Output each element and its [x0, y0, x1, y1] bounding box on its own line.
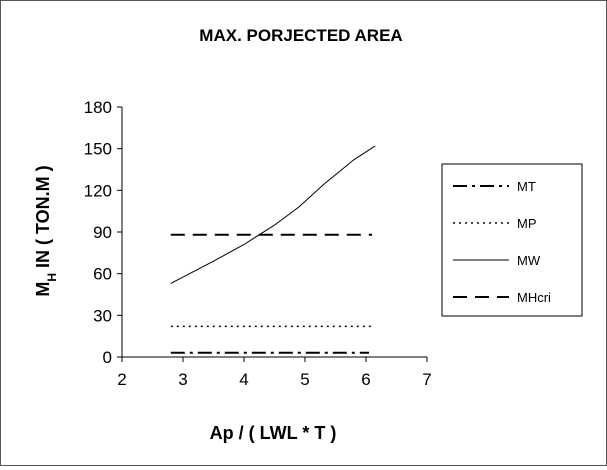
x-tick-label: 4 — [239, 370, 248, 389]
y-axis-title-text: MH IN ( TON.M ) — [33, 165, 59, 296]
x-axis-title: Ap / ( LWL * T ) — [210, 423, 337, 443]
y-tick-label: 150 — [84, 140, 112, 159]
y-axis-title-subscript: H — [45, 273, 59, 282]
y-tick-label: 90 — [93, 223, 112, 242]
series-line-mw — [170, 145, 376, 284]
legend-label: MW — [517, 253, 541, 268]
legend-item-mw: MW — [453, 253, 541, 268]
x-tick-label: 2 — [117, 370, 126, 389]
legend-label: MP — [517, 216, 537, 231]
y-axis-title-rest: IN ( TON.M ) — [33, 165, 53, 273]
y-axis-title: MH IN ( TON.M ) — [33, 165, 59, 296]
x-tick-label: 7 — [422, 370, 431, 389]
y-tick-label: 30 — [93, 306, 112, 325]
y-axis-title-main: M — [33, 282, 53, 297]
y-tick-label: 120 — [84, 181, 112, 200]
x-tick-label: 6 — [361, 370, 370, 389]
y-tick-label: 60 — [93, 265, 112, 284]
legend-item-mp: MP — [453, 216, 537, 231]
legend-item-mt: MT — [453, 179, 536, 194]
x-tick-label: 3 — [178, 370, 187, 389]
legend-label: MHcri — [517, 290, 551, 305]
y-tick-label: 0 — [103, 348, 112, 367]
plot-area: 0 30 60 90 120 150 180 2 3 4 5 6 7 — [84, 98, 432, 389]
legend-item-mhcri: MHcri — [453, 290, 551, 305]
legend-label: MT — [517, 179, 536, 194]
x-tick-label: 5 — [300, 370, 309, 389]
legend: MT MP MW MHcri — [441, 163, 583, 317]
chart-title: MAX. PORJECTED AREA — [199, 26, 402, 45]
legend-box — [441, 163, 583, 317]
y-tick-label: 180 — [84, 98, 112, 117]
